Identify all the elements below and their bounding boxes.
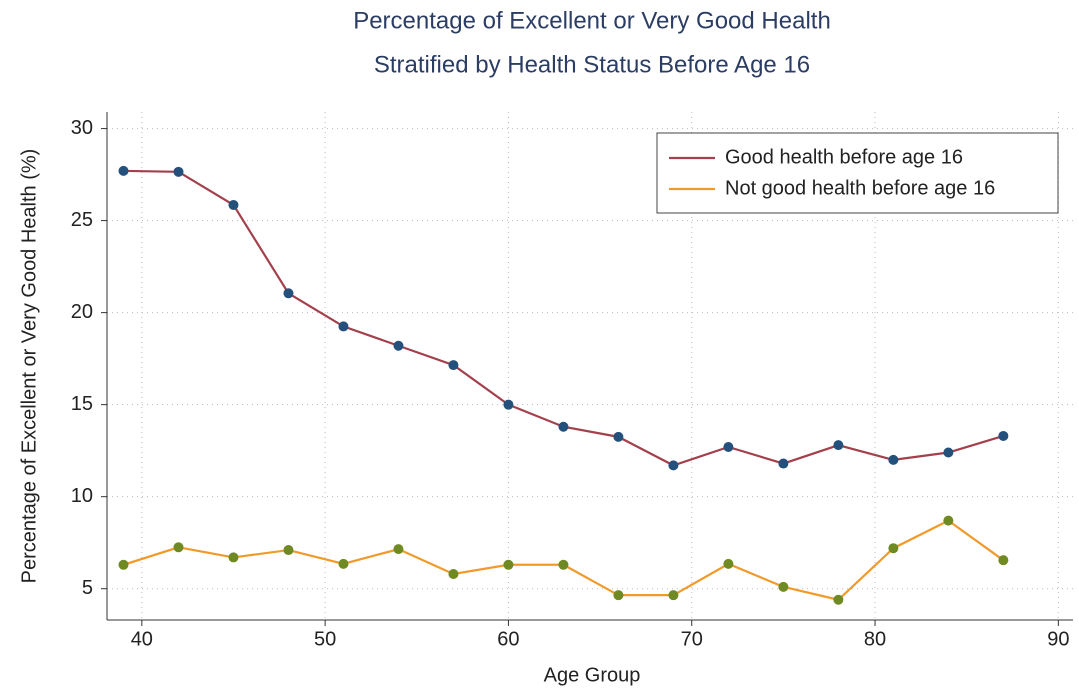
chart-title: Percentage of Excellent or Very Good Hea… — [353, 7, 831, 34]
x-tick-label: 80 — [864, 628, 886, 650]
y-tick-label: 30 — [71, 117, 93, 139]
legend-label: Good health before age 16 — [725, 146, 963, 168]
data-point — [338, 558, 349, 569]
data-point — [888, 543, 899, 554]
data-point — [228, 552, 239, 563]
y-tick-label: 25 — [71, 209, 93, 231]
data-point — [173, 542, 184, 553]
data-point — [448, 360, 459, 371]
x-tick-label: 60 — [497, 628, 519, 650]
data-point — [998, 430, 1009, 441]
data-point — [723, 441, 734, 452]
data-point — [283, 288, 294, 299]
data-point — [778, 581, 789, 592]
x-tick-label: 50 — [314, 628, 336, 650]
chart-subtitle: Stratified by Health Status Before Age 1… — [374, 51, 810, 78]
data-point — [613, 431, 624, 442]
legend-label: Not good health before age 16 — [725, 177, 995, 199]
data-point — [998, 555, 1009, 566]
data-point — [118, 559, 129, 570]
y-tick-label: 20 — [71, 301, 93, 323]
y-tick-label: 15 — [71, 393, 93, 415]
data-point — [668, 590, 679, 601]
data-point — [558, 421, 569, 432]
data-point — [943, 515, 954, 526]
data-point — [503, 559, 514, 570]
data-point — [943, 447, 954, 458]
data-point — [778, 458, 789, 469]
data-point — [723, 558, 734, 569]
data-point — [668, 460, 679, 471]
data-point — [613, 590, 624, 601]
data-point — [448, 568, 459, 579]
y-axis-label: Percentage of Excellent or Very Good Hea… — [18, 149, 40, 584]
data-point — [503, 399, 514, 410]
legend-box — [656, 132, 1059, 214]
data-point — [888, 454, 899, 465]
data-point — [118, 165, 129, 176]
data-point — [558, 559, 569, 570]
data-point — [393, 340, 404, 351]
data-point — [833, 594, 844, 605]
data-point — [228, 199, 239, 210]
data-point — [393, 544, 404, 555]
data-point — [833, 440, 844, 451]
x-axis-label: Age Group — [544, 664, 641, 686]
data-point — [173, 166, 184, 177]
x-tick-label: 70 — [681, 628, 703, 650]
y-tick-label: 5 — [82, 577, 93, 599]
data-point — [283, 545, 294, 556]
x-tick-label: 40 — [131, 628, 153, 650]
y-tick-label: 10 — [71, 485, 93, 507]
x-tick-label: 90 — [1047, 628, 1069, 650]
data-point — [338, 321, 349, 332]
